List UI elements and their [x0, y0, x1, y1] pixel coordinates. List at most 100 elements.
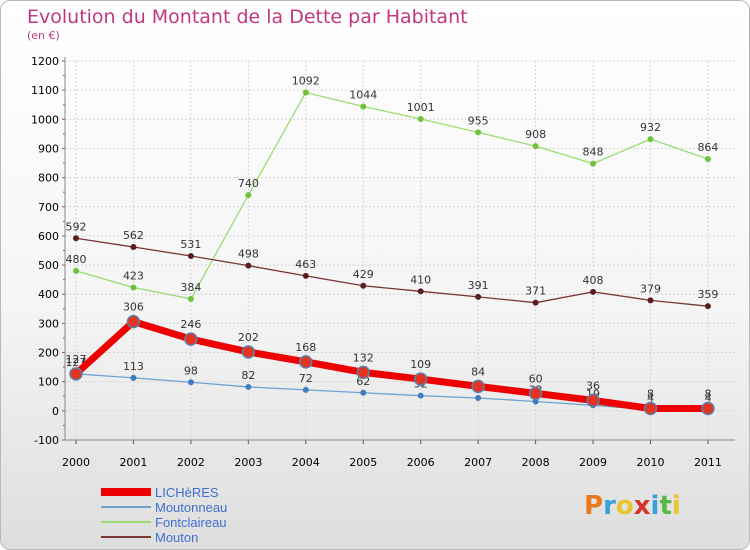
data-point — [130, 244, 137, 251]
data-point — [130, 284, 137, 291]
data-label: 423 — [123, 270, 144, 283]
data-point — [475, 293, 482, 300]
data-label: 72 — [299, 372, 313, 385]
y-tick-label: 700 — [38, 201, 59, 214]
data-point — [413, 372, 428, 386]
series-line — [75, 373, 709, 411]
data-point — [187, 253, 194, 260]
legend-label: Mouton — [155, 530, 198, 545]
chart-title: Evolution du Montant de la Dette par Hab… — [27, 6, 468, 28]
data-point — [417, 392, 424, 399]
data-point — [187, 295, 194, 302]
legend-item-lich-res: LICHèRES — [101, 485, 219, 500]
data-point — [299, 355, 313, 369]
data-point — [187, 379, 194, 386]
data-point — [69, 367, 83, 381]
data-label: 8 — [704, 388, 711, 401]
data-point — [241, 345, 256, 359]
data-point — [643, 401, 658, 416]
data-point — [302, 386, 309, 393]
data-label: 1001 — [407, 101, 435, 114]
data-point — [356, 365, 370, 380]
x-tick-label: 2007 — [464, 456, 492, 469]
data-point — [590, 288, 597, 295]
data-label: 408 — [583, 274, 604, 287]
logo-letter: P — [584, 491, 604, 521]
y-tick-label: 200 — [38, 347, 59, 360]
data-point — [73, 235, 79, 242]
data-label: 60 — [529, 372, 543, 385]
x-tick-label: 2004 — [292, 456, 320, 469]
data-point — [302, 272, 309, 279]
logo-letter: t — [659, 491, 672, 521]
data-label: 531 — [180, 238, 201, 251]
x-tick-label: 2009 — [579, 456, 607, 469]
data-point — [184, 332, 198, 346]
legend-label: Moutonneau — [155, 500, 227, 515]
data-point — [704, 303, 711, 310]
data-label: 202 — [238, 331, 259, 344]
data-point — [417, 116, 424, 123]
logo-letter: i — [671, 491, 681, 521]
data-label: 562 — [123, 229, 144, 242]
data-label: 955 — [468, 114, 489, 127]
data-label: 848 — [583, 146, 604, 159]
y-tick-label: 1100 — [31, 84, 59, 97]
data-point — [528, 386, 543, 401]
data-label: 8 — [647, 388, 654, 401]
data-point — [647, 136, 654, 143]
y-tick-label: 100 — [38, 376, 59, 389]
data-label: 306 — [123, 301, 144, 314]
data-label: 4 — [647, 392, 654, 405]
data-label: 98 — [184, 364, 198, 377]
data-label: 864 — [697, 141, 718, 154]
data-label: 384 — [180, 281, 201, 294]
series-lich-res: 127 306 246 202 168 132 109 84 60 36 8 8 — [66, 301, 715, 416]
data-label: 132 — [353, 351, 374, 364]
data-point — [417, 288, 424, 295]
data-point — [532, 143, 539, 150]
proxiti-logo: Proxiti — [584, 491, 681, 521]
data-label: 109 — [410, 358, 431, 371]
data-label: 371 — [525, 285, 546, 298]
series-line — [75, 237, 709, 307]
series-line — [72, 318, 712, 413]
x-tick-label: 2005 — [349, 456, 377, 469]
x-tick-label: 2001 — [119, 456, 147, 469]
data-label: 498 — [238, 248, 259, 261]
series-line — [75, 91, 709, 300]
data-label: 480 — [66, 253, 87, 266]
data-label: 359 — [697, 288, 718, 301]
logo-letter: x — [633, 491, 651, 521]
data-point — [130, 374, 137, 381]
data-point — [586, 393, 600, 408]
data-label: 4 — [704, 392, 711, 405]
data-point — [704, 155, 711, 162]
y-tick-label: 800 — [38, 172, 59, 185]
data-label: 168 — [295, 341, 316, 354]
data-point — [360, 282, 367, 289]
data-point — [475, 129, 482, 136]
data-label: 1044 — [349, 88, 377, 101]
y-tick-label: 0 — [52, 405, 59, 418]
x-tick-label: 2000 — [62, 456, 90, 469]
y-tick-label: -100 — [34, 434, 59, 447]
y-tick-label: 900 — [38, 142, 59, 155]
x-tick-label: 2006 — [407, 456, 435, 469]
data-label: 36 — [586, 379, 600, 392]
data-label: 1092 — [292, 74, 320, 87]
logo-letter: i — [650, 491, 660, 521]
data-label: 908 — [525, 128, 546, 141]
data-point — [360, 103, 367, 110]
data-point — [302, 89, 309, 96]
data-point — [471, 379, 485, 394]
data-point — [73, 267, 79, 274]
data-point — [475, 395, 482, 402]
series-fontclaireau: 480 423 384 740 1092 1044 1001 955 908 848 932 864 — [66, 74, 718, 302]
logo-letter: r — [603, 491, 616, 521]
data-label: 84 — [471, 365, 485, 378]
legend-item-moutonneau: Moutonneau — [101, 500, 227, 515]
series-mouton: 592 562 531 498 463 429 410 391 371 408 379 359 — [66, 220, 718, 310]
data-point — [532, 398, 539, 405]
